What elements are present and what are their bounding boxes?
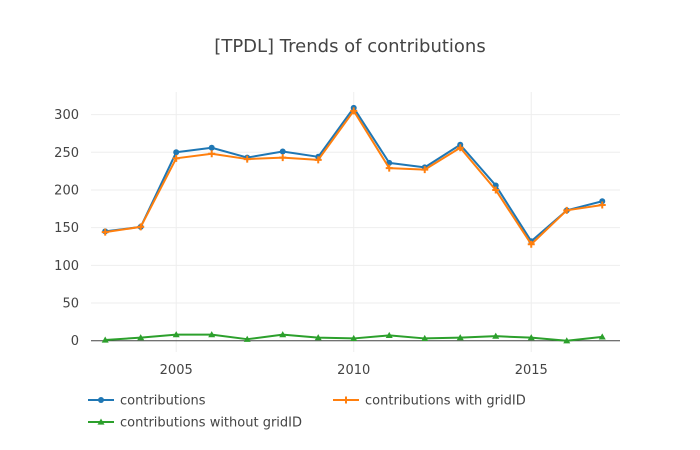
y-tick-label: 250 — [54, 146, 79, 161]
data-point[interactable] — [279, 154, 287, 162]
data-point[interactable] — [527, 334, 535, 341]
data-point[interactable] — [456, 334, 464, 341]
y-tick-label: 200 — [54, 183, 79, 198]
data-point[interactable] — [243, 335, 251, 342]
data-point[interactable] — [385, 331, 393, 339]
y-tick-label: 300 — [54, 108, 79, 123]
data-point[interactable] — [314, 156, 322, 164]
data-point[interactable] — [350, 107, 358, 115]
data-point[interactable] — [421, 166, 429, 174]
legend-item[interactable]: contributions with gridID — [333, 394, 526, 409]
data-point[interactable] — [208, 150, 216, 158]
series-2 — [101, 107, 606, 248]
x-tick-label: 2015 — [515, 363, 548, 378]
data-point[interactable] — [598, 333, 606, 340]
data-point[interactable] — [101, 228, 109, 236]
data-point[interactable] — [563, 337, 571, 344]
data-point[interactable] — [137, 223, 145, 231]
y-tick-label: 0 — [71, 334, 79, 349]
data-point[interactable] — [173, 149, 180, 156]
series-layer — [101, 104, 606, 344]
data-point[interactable] — [350, 334, 358, 342]
data-point[interactable] — [101, 336, 109, 343]
data-point[interactable] — [279, 331, 287, 338]
data-point[interactable] — [385, 164, 393, 172]
data-point[interactable] — [421, 334, 429, 342]
data-point[interactable] — [172, 331, 180, 338]
data-point[interactable] — [208, 331, 216, 338]
data-point[interactable] — [137, 334, 145, 341]
y-tick-label: 100 — [54, 259, 79, 274]
data-point[interactable] — [598, 201, 606, 209]
legend-label: contributions — [120, 394, 206, 409]
data-point[interactable] — [208, 144, 215, 151]
data-point[interactable] — [563, 206, 571, 214]
legend-marker — [97, 418, 105, 425]
legend-label: contributions with gridID — [365, 394, 526, 409]
data-point[interactable] — [599, 198, 606, 205]
legend-marker — [342, 396, 350, 404]
legend-label: contributions without gridID — [120, 416, 302, 431]
data-point[interactable] — [243, 155, 251, 163]
chart-title: [TPDL] Trends of contributions — [214, 36, 485, 57]
grid — [91, 92, 620, 352]
x-tick-label: 2010 — [337, 363, 370, 378]
y-tick-label: 50 — [62, 297, 79, 312]
axes: 0 50 100 150 200 250 300 2005 2010 2015 — [54, 108, 620, 378]
series-3 — [101, 331, 606, 344]
x-tick-label: 2005 — [160, 363, 193, 378]
data-point[interactable] — [456, 144, 464, 152]
legend: contributions contributions with gridID co… — [88, 394, 526, 431]
y-tick-label: 150 — [54, 221, 79, 236]
data-point[interactable] — [279, 148, 286, 155]
legend-item[interactable]: contributions without gridID — [88, 416, 302, 431]
data-point[interactable] — [492, 332, 500, 339]
data-point[interactable] — [314, 334, 322, 341]
data-point[interactable] — [527, 240, 535, 248]
legend-marker — [98, 397, 104, 403]
legend-item[interactable]: contributions — [88, 394, 206, 409]
data-point[interactable] — [492, 186, 500, 194]
data-point[interactable] — [172, 154, 180, 162]
